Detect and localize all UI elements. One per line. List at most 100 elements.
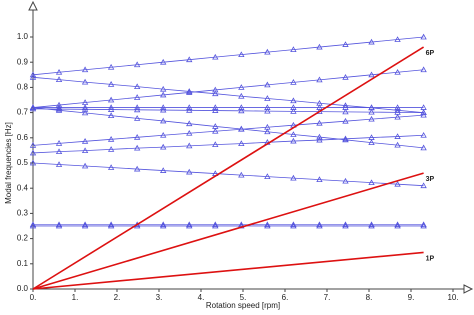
series-line	[32, 46, 425, 290]
marker	[107, 106, 115, 112]
marker	[107, 146, 115, 152]
marker	[264, 123, 271, 130]
marker	[107, 81, 115, 87]
marker	[394, 36, 401, 42]
marker	[316, 136, 323, 143]
x-tick-label: 8.	[366, 293, 373, 302]
y-tick-label: 0.3	[17, 209, 29, 218]
x-tick-label: 9.	[408, 293, 415, 302]
marker	[342, 73, 349, 80]
marker	[342, 177, 349, 184]
y-tick-label: 1.0	[17, 32, 29, 41]
marker	[420, 109, 427, 115]
marker	[29, 149, 37, 156]
marker	[290, 97, 297, 104]
marker	[160, 143, 167, 150]
marker	[160, 85, 167, 92]
marker	[186, 120, 193, 127]
marker	[55, 140, 63, 146]
marker	[394, 141, 401, 148]
marker	[212, 222, 219, 229]
x-tick-label: 10.	[447, 293, 458, 302]
marker	[160, 222, 167, 229]
marker	[107, 112, 115, 119]
marker	[133, 61, 141, 68]
marker	[264, 221, 271, 228]
marker	[81, 106, 89, 112]
marker	[133, 83, 141, 90]
marker	[316, 176, 323, 183]
marker	[133, 165, 141, 172]
marker	[81, 109, 89, 116]
marker	[29, 221, 37, 228]
marker	[368, 71, 375, 78]
marker	[238, 51, 245, 58]
marker	[394, 68, 401, 75]
marker	[238, 104, 245, 110]
series-line	[32, 134, 424, 154]
marker	[107, 222, 115, 229]
marker	[186, 222, 193, 229]
marker	[133, 115, 141, 121]
series-line	[32, 107, 424, 149]
marker	[107, 96, 115, 103]
marker	[107, 164, 115, 170]
marker	[316, 119, 323, 126]
marker	[186, 107, 193, 113]
marker	[264, 104, 271, 110]
y-axis-label: Modal frequencies [Hz]	[4, 122, 13, 204]
marker	[212, 86, 219, 93]
marker	[368, 179, 375, 186]
marker	[238, 84, 245, 90]
marker	[290, 131, 297, 137]
x-tick-label: 7.	[324, 293, 331, 302]
marker	[55, 148, 63, 155]
marker	[290, 222, 297, 229]
marker	[55, 161, 63, 167]
marker	[29, 159, 37, 166]
marker	[394, 222, 401, 229]
marker	[160, 221, 167, 228]
marker	[342, 135, 349, 142]
marker	[186, 56, 193, 63]
marker	[55, 105, 63, 112]
marker	[186, 89, 193, 95]
marker	[29, 73, 37, 80]
marker	[81, 221, 89, 228]
marker	[316, 76, 323, 83]
marker	[264, 107, 271, 114]
marker	[420, 66, 427, 73]
series-label: 3P	[426, 176, 435, 183]
marker	[29, 71, 37, 78]
marker	[368, 139, 375, 145]
marker	[81, 138, 89, 144]
marker	[368, 38, 375, 45]
series-label: 1P	[426, 255, 435, 262]
marker	[133, 144, 141, 151]
series-label: 6P	[426, 50, 435, 57]
marker	[55, 76, 63, 82]
y-tick-label: 0.2	[17, 234, 29, 243]
marker	[81, 66, 89, 73]
x-tick-label: 4.	[198, 293, 205, 302]
marker	[316, 221, 323, 228]
marker	[160, 167, 167, 173]
y-axis-arrow	[28, 0, 38, 11]
marker	[107, 135, 115, 142]
y-tick-label: 0.8	[17, 83, 29, 92]
marker	[160, 117, 167, 124]
marker	[342, 136, 349, 143]
marker	[264, 173, 271, 180]
y-tick-label: 0.1	[17, 259, 29, 268]
marker	[29, 142, 37, 148]
marker	[394, 113, 401, 120]
marker	[186, 142, 193, 149]
y-tick-label: 0.7	[17, 108, 29, 117]
marker	[107, 63, 115, 70]
y-tick-label: 0.5	[17, 158, 29, 167]
series-line	[32, 251, 424, 290]
marker	[160, 58, 167, 65]
marker	[316, 222, 323, 229]
marker	[420, 221, 427, 228]
